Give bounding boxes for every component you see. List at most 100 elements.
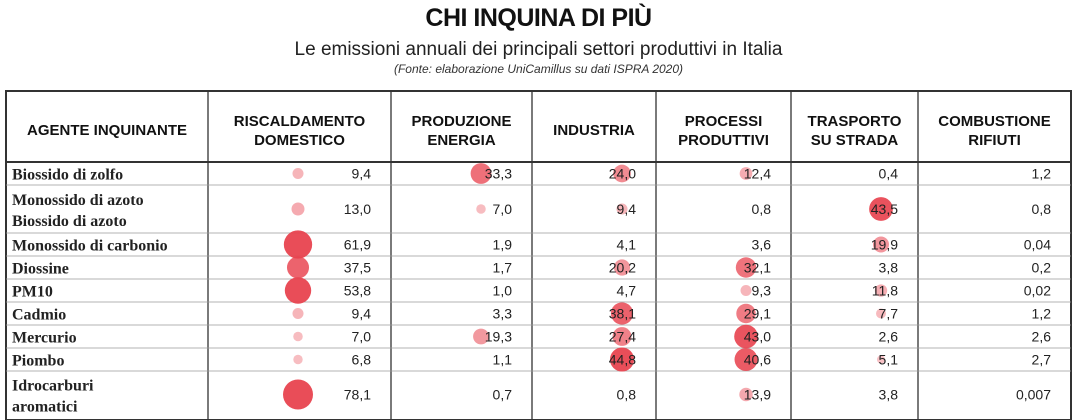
value-cell: 1,0 [493, 283, 513, 299]
table-frame [5, 90, 1072, 420]
value-bubble [612, 327, 632, 346]
row-label: Monossido di azoto [12, 192, 144, 209]
value-cell: 3,6 [752, 237, 772, 253]
value-cell: 13,0 [344, 201, 371, 217]
value-bubble [283, 379, 313, 410]
value-bubble [876, 308, 886, 319]
column-header: RIFIUTI [968, 132, 1021, 149]
value-cell: 1,7 [493, 260, 513, 276]
chart-source: (Fonte: elaborazione UniCamillus su dati… [393, 62, 684, 76]
value-bubble [609, 347, 635, 372]
value-cell: 0,8 [1032, 201, 1052, 217]
value-cell: 5,1 [879, 352, 899, 368]
value-cell: 40,6 [744, 352, 771, 368]
value-cell: 0,7 [493, 387, 513, 403]
value-cell: 37,5 [344, 260, 371, 276]
row-label: aromatici [12, 399, 78, 416]
value-bubble [284, 277, 312, 304]
header-agente-inquinante: AGENTE INQUINANTE [27, 122, 187, 139]
row-label: Idrocarburi [12, 378, 94, 395]
value-bubble [293, 331, 303, 342]
value-bubble [610, 302, 634, 325]
value-cell: 43,0 [744, 329, 771, 345]
value-bubble [293, 354, 303, 365]
value-cell: 20,2 [609, 260, 636, 276]
value-bubble [473, 328, 489, 345]
value-cell: 0,2 [1032, 260, 1052, 276]
column-header: PRODUZIONE [411, 113, 511, 130]
column-header: INDUSTRIA [553, 122, 635, 139]
row-label: Biossido di azoto [12, 213, 127, 230]
value-cell: 9,4 [352, 166, 372, 182]
value-bubble [291, 202, 305, 216]
value-bubble [734, 348, 758, 371]
value-cell: 9,4 [617, 201, 637, 217]
value-cell: 7,0 [493, 201, 513, 217]
row-label: Cadmio [12, 307, 66, 324]
value-cell: 0,04 [1024, 237, 1051, 253]
value-cell: 0,4 [879, 166, 899, 182]
value-cell: 2,6 [1032, 329, 1052, 345]
value-cell: 3,3 [493, 306, 513, 322]
value-bubble [874, 284, 888, 297]
value-cell: 1,1 [493, 352, 513, 368]
value-cell: 43,5 [871, 201, 898, 217]
value-bubble [876, 355, 886, 364]
value-cell: 7,0 [352, 329, 372, 345]
value-cell: 0,007 [1016, 387, 1051, 403]
value-cell: 24,0 [609, 166, 636, 182]
value-bubble [286, 256, 310, 279]
column-header: COMBUSTIONE [938, 113, 1051, 130]
row-label: PM10 [12, 284, 53, 301]
value-cell: 1,2 [1032, 166, 1052, 182]
chart-title: CHI INQUINA DI PIÙ [425, 4, 652, 32]
value-cell: 19,9 [871, 237, 898, 253]
row-label: Biossido di zolfo [12, 167, 123, 184]
value-cell: 33,3 [485, 166, 512, 182]
value-cell: 3,8 [879, 387, 899, 403]
value-cell: 9,3 [752, 283, 772, 299]
value-cell: 0,8 [617, 387, 637, 403]
value-cell: 6,8 [352, 352, 372, 368]
value-bubble [616, 203, 628, 215]
value-cell: 1,2 [1032, 306, 1052, 322]
value-bubble [872, 236, 890, 253]
column-header: TRASPORTO [808, 113, 902, 130]
value-bubble [292, 307, 304, 320]
value-bubble [734, 324, 758, 349]
value-cell: 3,8 [879, 260, 899, 276]
column-header: PRODUTTIVI [678, 132, 769, 149]
value-bubble [736, 303, 756, 324]
column-header: RISCALDAMENTO [234, 113, 366, 130]
value-bubble [283, 230, 313, 259]
value-cell: 4,1 [617, 237, 637, 253]
value-cell: 61,9 [344, 237, 371, 253]
value-cell: 7,7 [879, 306, 899, 322]
value-bubble [613, 259, 631, 276]
value-bubble [739, 387, 753, 402]
value-bubble [739, 167, 753, 180]
value-cell: 53,8 [344, 283, 371, 299]
value-cell: 12,4 [744, 166, 771, 182]
row-label: Diossine [12, 261, 69, 278]
value-cell: 32,1 [744, 260, 771, 276]
chart-subtitle: Le emissioni annuali dei principali sett… [294, 39, 783, 60]
value-cell: 2,7 [1032, 352, 1052, 368]
value-bubble [470, 163, 492, 184]
value-bubble [613, 164, 631, 183]
value-bubble [476, 204, 486, 214]
column-header: ENERGIA [427, 132, 496, 149]
value-cell: 19,3 [485, 329, 512, 345]
column-header: PROCESSI [685, 113, 763, 130]
value-cell: 9,4 [352, 306, 372, 322]
value-cell: 27,4 [609, 329, 636, 345]
value-cell: 0,8 [752, 201, 772, 217]
value-bubble [869, 197, 893, 221]
value-bubble [735, 257, 757, 278]
value-cell: 13,9 [744, 387, 771, 403]
column-header: SU STRADA [811, 132, 899, 149]
row-label: Piombo [12, 353, 64, 370]
value-cell: 4,7 [617, 283, 637, 299]
row-label: Monossido di carbonio [12, 238, 168, 255]
